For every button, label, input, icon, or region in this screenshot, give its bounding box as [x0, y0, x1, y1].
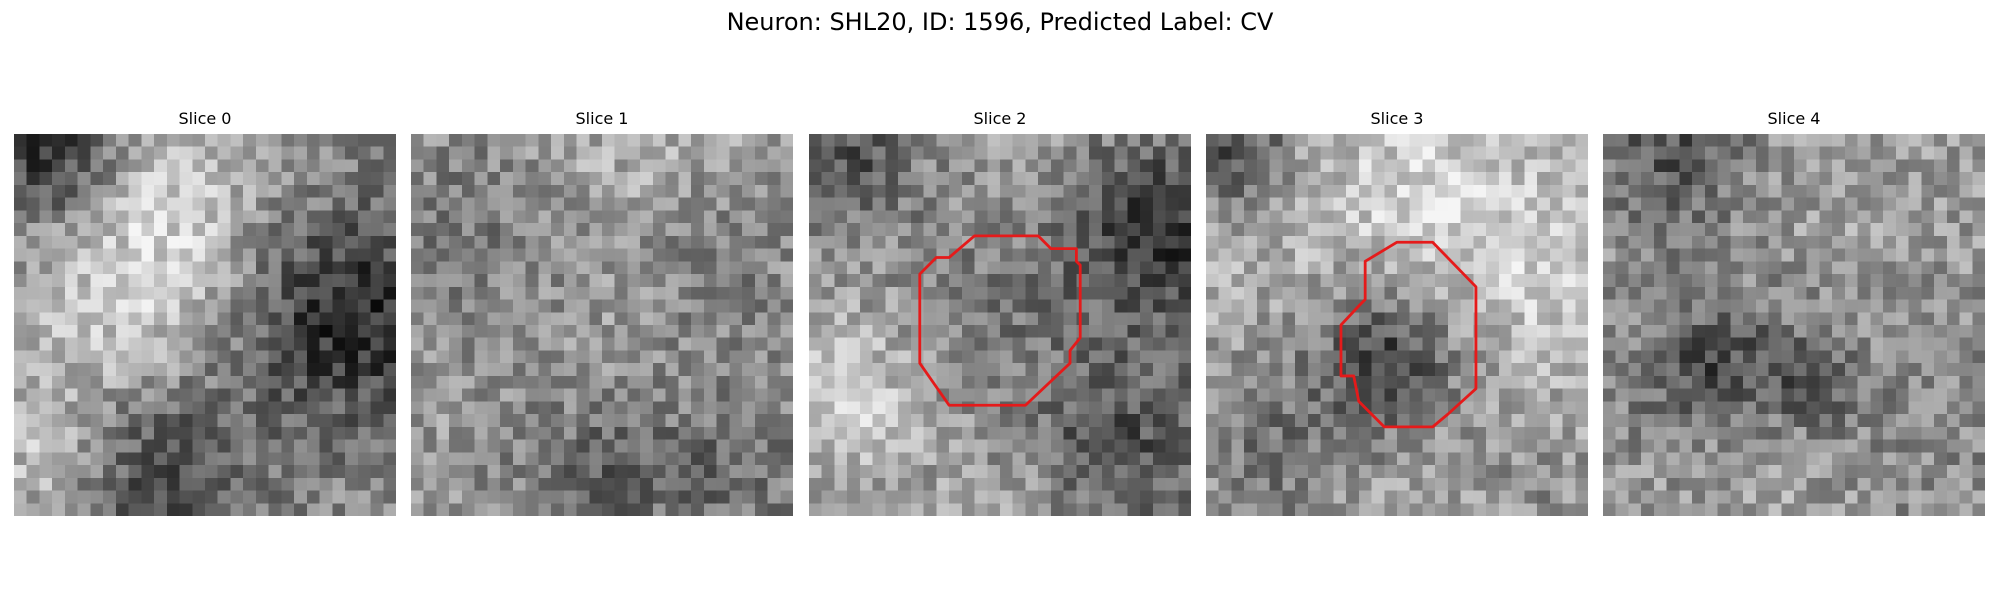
- panel-title: Slice 0: [178, 109, 232, 128]
- panel-title: Slice 4: [1767, 109, 1821, 128]
- panel-title: Slice 2: [973, 109, 1027, 128]
- slice-image: [14, 134, 396, 516]
- figure-title: Neuron: SHL20, ID: 1596, Predicted Label…: [726, 8, 1274, 36]
- slice-image: [1206, 134, 1588, 516]
- slice-image: [411, 134, 793, 516]
- slice-image: [1603, 134, 1985, 516]
- panel-title: Slice 3: [1370, 109, 1424, 128]
- roi-contour: [918, 234, 1082, 407]
- slice-image: [809, 134, 1191, 516]
- roi-contour: [1339, 240, 1478, 429]
- panel-title: Slice 1: [575, 109, 629, 128]
